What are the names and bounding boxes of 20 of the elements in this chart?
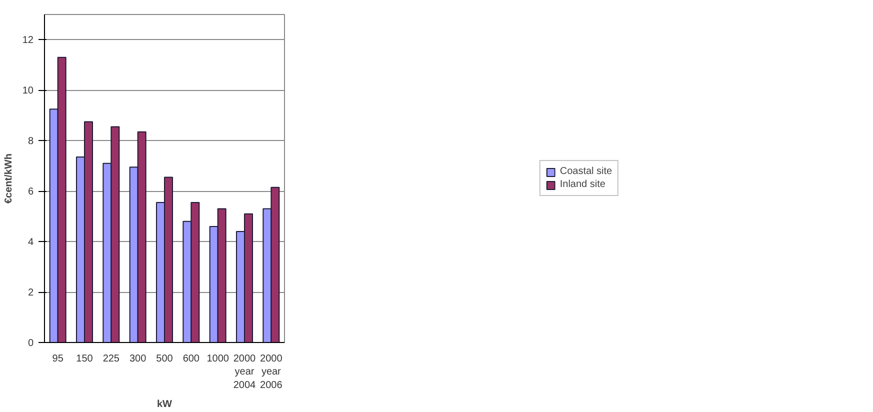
x-tick-label: 225	[102, 354, 120, 364]
y-axis-title: €cent/kWh	[3, 153, 14, 204]
y-tick-label: 10	[22, 86, 34, 97]
x-tick-label: 2000 year 2004	[233, 354, 256, 391]
y-tick-label: 6	[28, 186, 34, 198]
legend-label: Coastal site	[560, 166, 612, 177]
y-tick-label: 8	[28, 136, 34, 148]
legend-label: Inland site	[560, 179, 606, 190]
x-tick-label: 95	[52, 354, 64, 364]
y-tick-label: 12	[22, 35, 34, 46]
x-axis-title: kW	[157, 398, 173, 410]
x-tick-label: 150	[76, 354, 94, 364]
y-tick-label: 2	[28, 288, 34, 299]
x-tick-label: 1000	[206, 354, 230, 364]
y-tick-label: 0	[28, 338, 34, 349]
x-tick-label: 2000 year 2006	[260, 354, 283, 391]
y-tick-label: 4	[28, 237, 34, 248]
x-tick-label: 300	[129, 354, 147, 364]
x-tick-label: 600	[182, 354, 200, 364]
x-tick-label: 500	[156, 354, 174, 364]
